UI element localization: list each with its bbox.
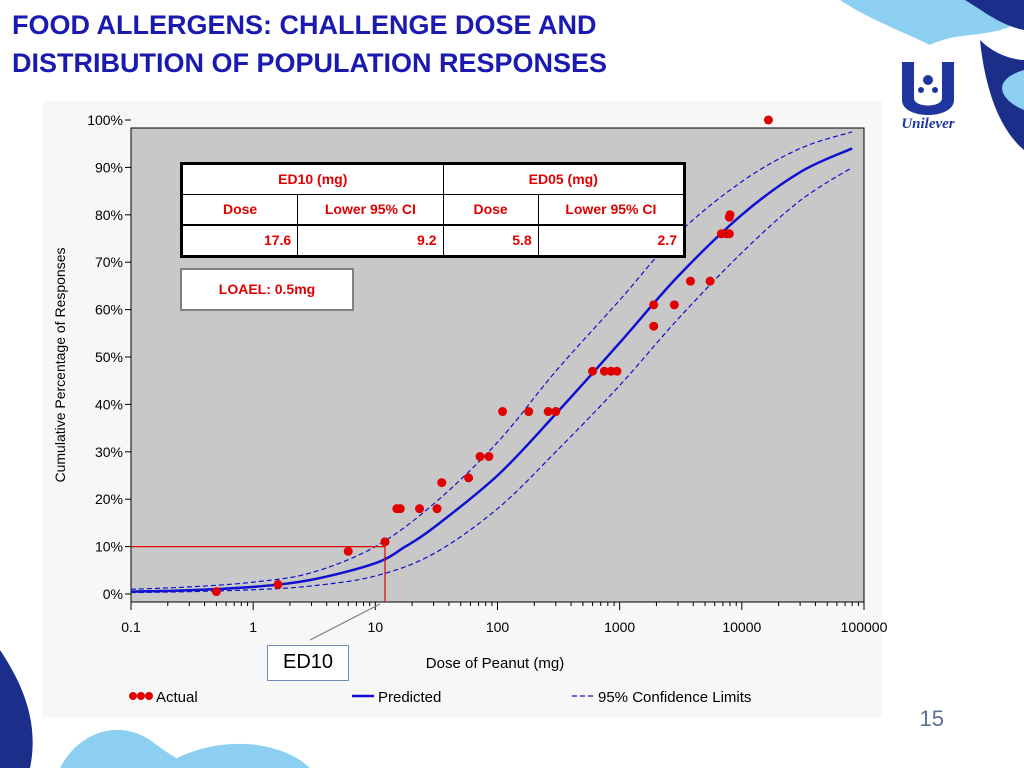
x-axis-label: Dose of Peanut (mg) bbox=[426, 655, 564, 672]
col-dose-header: Dose bbox=[181, 193, 299, 226]
slide-title: FOOD ALLERGENS: CHALLENGE DOSE AND DISTR… bbox=[12, 6, 812, 82]
actual-point bbox=[599, 366, 609, 376]
y-tick-label: 40% bbox=[95, 396, 123, 412]
ed05-header: ED05 (mg) bbox=[442, 164, 684, 195]
col-dose-header: Dose bbox=[442, 193, 539, 226]
actual-point bbox=[415, 504, 425, 514]
x-tick-label: 1000 bbox=[604, 619, 635, 635]
slide-title-line-2: DISTRIBUTION OF POPULATION RESPONSES bbox=[12, 48, 608, 78]
y-axis-label: Cumulative Percentage of Responses bbox=[52, 247, 68, 482]
x-tick-label: 1 bbox=[249, 619, 257, 635]
actual-point bbox=[612, 366, 622, 376]
actual-point bbox=[475, 452, 485, 462]
x-tick-label: 0.1 bbox=[121, 619, 141, 635]
actual-point bbox=[649, 300, 659, 310]
legend-predicted-label: Predicted bbox=[378, 689, 441, 706]
slide-title-line-1: FOOD ALLERGENS: CHALLENGE DOSE AND bbox=[12, 10, 597, 40]
unilever-logo-icon bbox=[902, 62, 954, 115]
y-tick-label: 80% bbox=[95, 207, 123, 223]
ed10-ci-value: 9.2 bbox=[297, 223, 444, 256]
x-tick-label: 10000 bbox=[722, 619, 761, 635]
x-tick-label: 100000 bbox=[841, 619, 888, 635]
ed05-ci-value: 2.7 bbox=[537, 223, 685, 256]
legend-actual-marker bbox=[145, 692, 153, 700]
actual-point bbox=[524, 407, 534, 417]
legend-actual-marker bbox=[137, 692, 145, 700]
actual-point bbox=[724, 229, 734, 239]
y-tick-label: 0% bbox=[103, 586, 123, 602]
points-layer bbox=[211, 115, 773, 597]
actual-point bbox=[705, 276, 715, 286]
ed05-dose-value: 5.8 bbox=[442, 223, 539, 256]
y-tick-label: 70% bbox=[95, 254, 123, 270]
actual-point bbox=[685, 276, 695, 286]
actual-point bbox=[498, 407, 508, 417]
actual-point bbox=[395, 504, 405, 514]
x-axis-ticks: 0.1 1 10 100 1000 10000 100000 bbox=[121, 602, 888, 635]
col-ci-header: Lower 95% CI bbox=[297, 193, 444, 226]
y-tick-label: 90% bbox=[95, 159, 123, 175]
actual-point bbox=[484, 452, 494, 462]
ed10-callout: ED10 bbox=[267, 645, 349, 681]
y-axis-ticks: 0% 10% 20% 30% 40% 50% 60% 70% 80% 90% 100% bbox=[87, 112, 131, 602]
confidence-limit-line bbox=[130, 166, 853, 594]
y-tick-label: 50% bbox=[95, 349, 123, 365]
actual-point bbox=[432, 504, 442, 514]
actual-point bbox=[437, 478, 447, 488]
col-ci-header: Lower 95% CI bbox=[537, 193, 685, 226]
series-layer bbox=[130, 131, 853, 594]
x-tick-label: 10 bbox=[368, 619, 384, 635]
y-tick-label: 60% bbox=[95, 302, 123, 318]
actual-point bbox=[551, 407, 561, 417]
actual-point bbox=[763, 115, 773, 125]
actual-point bbox=[464, 473, 474, 483]
legend: Actual Predicted 95% Confidence Limits bbox=[129, 689, 751, 706]
y-tick-label: 20% bbox=[95, 491, 123, 507]
actual-point bbox=[649, 321, 659, 331]
logo-wordmark: Unilever bbox=[901, 116, 955, 132]
ed10-reference-lines bbox=[131, 545, 386, 602]
page-number: 15 bbox=[919, 706, 944, 731]
y-tick-label: 100% bbox=[87, 112, 123, 128]
confidence-limit-line bbox=[130, 131, 853, 590]
actual-point bbox=[725, 210, 735, 220]
actual-point bbox=[588, 366, 598, 376]
y-tick-label: 30% bbox=[95, 444, 123, 460]
predicted-line bbox=[130, 147, 853, 593]
actual-point bbox=[273, 580, 283, 590]
ed10-callout-pointer bbox=[309, 603, 381, 641]
ed10-dose-value: 17.6 bbox=[181, 223, 299, 256]
loael-box: LOAEL: 0.5mg bbox=[180, 268, 354, 311]
legend-ci-label: 95% Confidence Limits bbox=[598, 689, 751, 706]
legend-actual-label: Actual bbox=[156, 689, 198, 706]
ed-table: ED10 (mg) ED05 (mg) Dose Lower 95% CI Do… bbox=[180, 162, 686, 258]
actual-point bbox=[380, 537, 390, 547]
ed10-header: ED10 (mg) bbox=[182, 164, 444, 195]
actual-point bbox=[343, 546, 353, 556]
actual-point bbox=[669, 300, 679, 310]
actual-point bbox=[543, 407, 553, 417]
actual-point bbox=[211, 587, 221, 597]
legend-actual-marker bbox=[129, 692, 137, 700]
x-tick-label: 100 bbox=[486, 619, 510, 635]
y-tick-label: 10% bbox=[95, 539, 123, 555]
